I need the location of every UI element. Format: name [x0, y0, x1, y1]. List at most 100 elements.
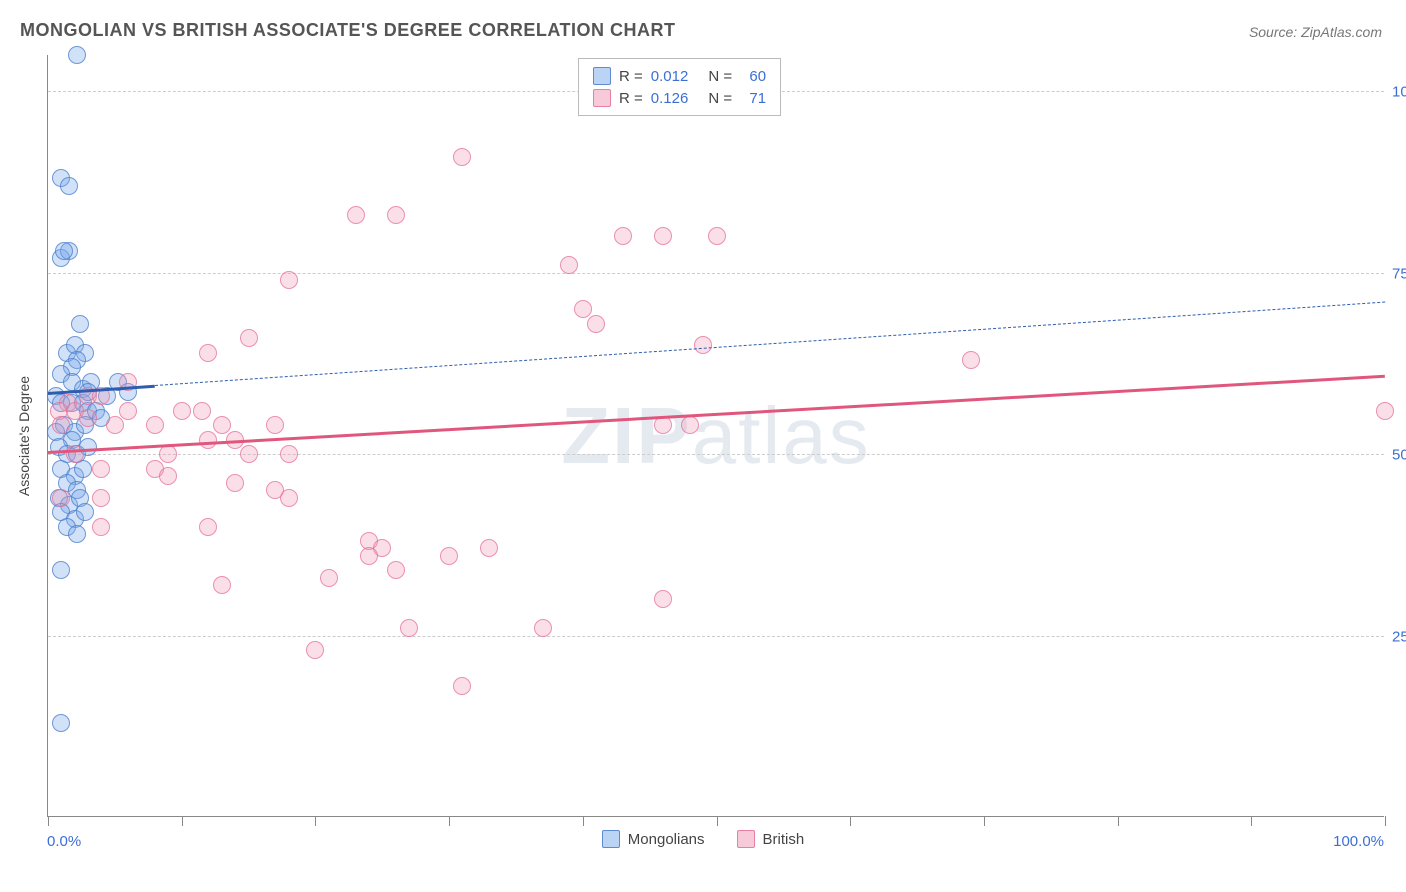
data-point: [614, 227, 632, 245]
gridline-h: 75.0%: [48, 273, 1384, 274]
data-point: [71, 315, 89, 333]
data-point: [119, 402, 137, 420]
x-tick: [717, 816, 718, 826]
legend-swatch: [593, 89, 611, 107]
data-point: [534, 619, 552, 637]
y-tick-label: 75.0%: [1392, 265, 1406, 282]
chart-container: MONGOLIAN VS BRITISH ASSOCIATE'S DEGREE …: [0, 0, 1406, 892]
data-point: [574, 300, 592, 318]
data-point: [199, 344, 217, 362]
data-point: [320, 569, 338, 587]
legend-series-item: British: [737, 830, 805, 848]
y-tick-label: 100.0%: [1392, 84, 1406, 101]
watermark: ZIPatlas: [561, 390, 870, 482]
data-point: [266, 481, 284, 499]
y-tick-label: 25.0%: [1392, 628, 1406, 645]
data-point: [280, 445, 298, 463]
data-point: [453, 148, 471, 166]
data-point: [681, 416, 699, 434]
data-point: [66, 445, 84, 463]
data-point: [199, 431, 217, 449]
plot-area: ZIPatlas 25.0%50.0%75.0%100.0%: [47, 55, 1384, 817]
gridline-h: 25.0%: [48, 636, 1384, 637]
data-point: [68, 525, 86, 543]
legend-R-value: 0.126: [651, 90, 689, 107]
data-point: [92, 489, 110, 507]
data-point: [654, 590, 672, 608]
legend-N-label: N =: [708, 68, 732, 85]
legend-N-value: 60: [740, 68, 766, 85]
legend-series-label: Mongolians: [628, 831, 705, 848]
legend-R-label: R =: [619, 90, 643, 107]
trend-line: [155, 302, 1385, 386]
watermark-zip: ZIP: [561, 391, 691, 480]
legend-series-label: British: [763, 831, 805, 848]
data-point: [76, 503, 94, 521]
data-point: [92, 518, 110, 536]
data-point: [92, 460, 110, 478]
data-point: [306, 641, 324, 659]
legend-swatch: [737, 830, 755, 848]
data-point: [240, 329, 258, 347]
data-point: [173, 402, 191, 420]
data-point: [199, 518, 217, 536]
x-tick: [1251, 816, 1252, 826]
data-point: [387, 561, 405, 579]
legend-swatch: [602, 830, 620, 848]
data-point: [560, 256, 578, 274]
legend-stats-row: R = 0.012 N = 60: [593, 65, 766, 87]
data-point: [1376, 402, 1394, 420]
data-point: [453, 677, 471, 695]
data-point: [480, 539, 498, 557]
chart-source: Source: ZipAtlas.com: [1249, 24, 1382, 40]
legend-swatch: [593, 67, 611, 85]
x-tick: [449, 816, 450, 826]
data-point: [654, 227, 672, 245]
chart-title: MONGOLIAN VS BRITISH ASSOCIATE'S DEGREE …: [20, 20, 675, 41]
x-tick: [315, 816, 316, 826]
data-point: [213, 416, 231, 434]
data-point: [193, 402, 211, 420]
x-tick: [583, 816, 584, 826]
y-axis-title: Associate's Degree: [16, 376, 32, 496]
legend-R-value: 0.012: [651, 68, 689, 85]
y-tick-label: 50.0%: [1392, 447, 1406, 464]
legend-N-value: 71: [740, 90, 766, 107]
legend-R-label: R =: [619, 68, 643, 85]
data-point: [213, 576, 231, 594]
data-point: [694, 336, 712, 354]
data-point: [68, 46, 86, 64]
data-point: [60, 177, 78, 195]
x-tick: [48, 816, 49, 826]
data-point: [962, 351, 980, 369]
x-tick: [984, 816, 985, 826]
data-point: [440, 547, 458, 565]
data-point: [347, 206, 365, 224]
data-point: [266, 416, 284, 434]
legend-series: Mongolians British: [0, 830, 1406, 848]
data-point: [146, 416, 164, 434]
data-point: [280, 271, 298, 289]
data-point: [360, 547, 378, 565]
data-point: [226, 474, 244, 492]
data-point: [106, 416, 124, 434]
watermark-atlas: atlas: [692, 391, 871, 480]
data-point: [55, 242, 73, 260]
x-tick: [1118, 816, 1119, 826]
x-tick: [1385, 816, 1386, 826]
legend-N-label: N =: [708, 90, 732, 107]
data-point: [52, 489, 70, 507]
data-point: [159, 445, 177, 463]
data-point: [52, 416, 70, 434]
trend-line: [48, 374, 1385, 453]
data-point: [708, 227, 726, 245]
data-point: [52, 714, 70, 732]
data-point: [587, 315, 605, 333]
x-tick: [182, 816, 183, 826]
data-point: [387, 206, 405, 224]
data-point: [400, 619, 418, 637]
legend-series-item: Mongolians: [602, 830, 705, 848]
data-point: [240, 445, 258, 463]
data-point: [79, 409, 97, 427]
data-point: [52, 561, 70, 579]
